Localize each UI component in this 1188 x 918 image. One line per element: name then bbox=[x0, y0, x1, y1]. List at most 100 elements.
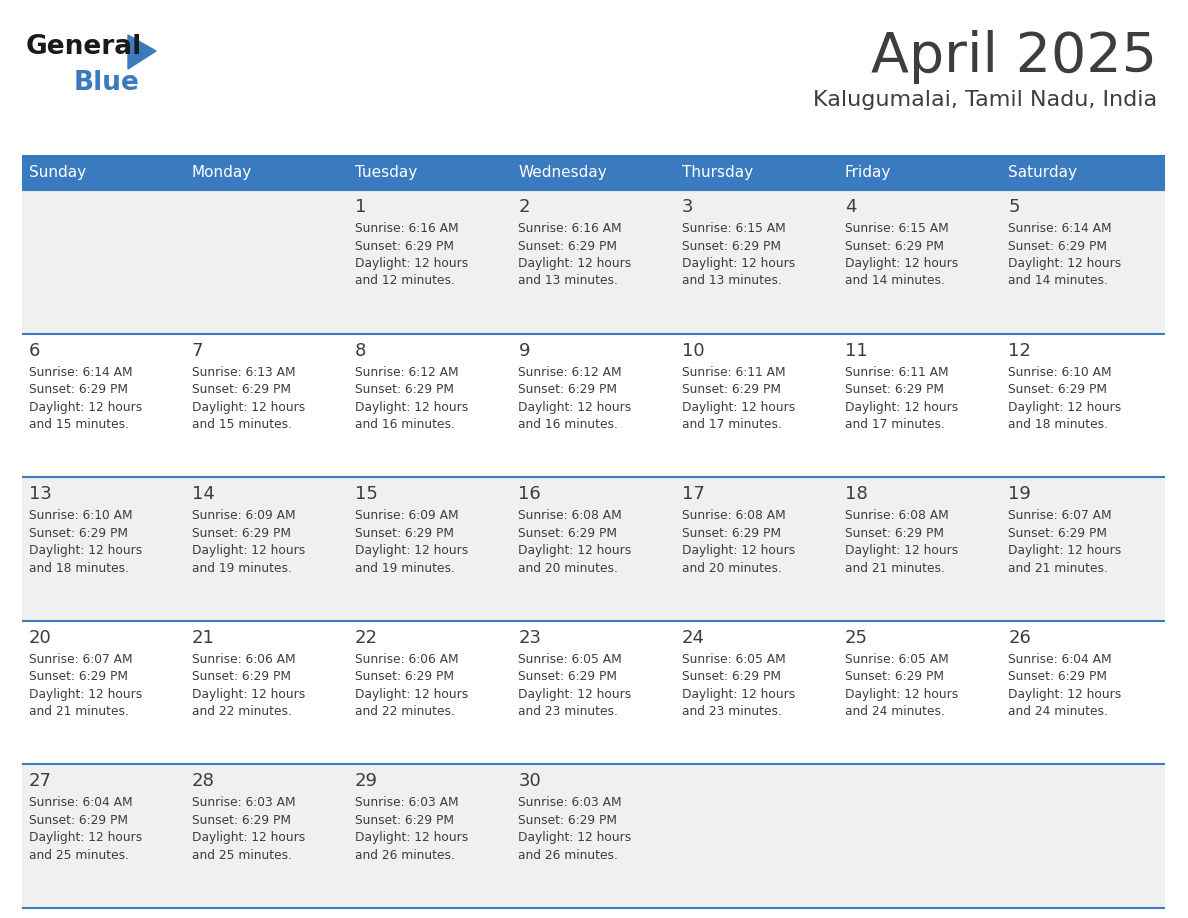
Text: Sunset: 6:29 PM: Sunset: 6:29 PM bbox=[355, 383, 454, 396]
Text: Sunset: 6:29 PM: Sunset: 6:29 PM bbox=[29, 383, 127, 396]
Text: and 15 minutes.: and 15 minutes. bbox=[191, 418, 292, 431]
Text: Sunset: 6:29 PM: Sunset: 6:29 PM bbox=[518, 670, 618, 683]
Text: 14: 14 bbox=[191, 486, 215, 503]
Text: and 23 minutes.: and 23 minutes. bbox=[518, 705, 618, 718]
Text: Tuesday: Tuesday bbox=[355, 165, 417, 180]
Text: Sunrise: 6:10 AM: Sunrise: 6:10 AM bbox=[29, 509, 132, 522]
Text: Wednesday: Wednesday bbox=[518, 165, 607, 180]
Text: 25: 25 bbox=[845, 629, 868, 647]
Text: 4: 4 bbox=[845, 198, 857, 216]
Text: Daylight: 12 hours: Daylight: 12 hours bbox=[355, 400, 468, 414]
Text: Saturday: Saturday bbox=[1009, 165, 1078, 180]
Text: Daylight: 12 hours: Daylight: 12 hours bbox=[29, 688, 141, 700]
Text: Sunset: 6:29 PM: Sunset: 6:29 PM bbox=[682, 527, 781, 540]
Text: Sunrise: 6:14 AM: Sunrise: 6:14 AM bbox=[29, 365, 132, 378]
Text: Daylight: 12 hours: Daylight: 12 hours bbox=[355, 832, 468, 845]
Text: 8: 8 bbox=[355, 341, 366, 360]
Text: Daylight: 12 hours: Daylight: 12 hours bbox=[1009, 688, 1121, 700]
Text: 23: 23 bbox=[518, 629, 542, 647]
Text: Daylight: 12 hours: Daylight: 12 hours bbox=[845, 400, 959, 414]
Text: Daylight: 12 hours: Daylight: 12 hours bbox=[191, 832, 305, 845]
Text: Monday: Monday bbox=[191, 165, 252, 180]
Text: Sunrise: 6:06 AM: Sunrise: 6:06 AM bbox=[191, 653, 296, 666]
Bar bbox=[23, 477, 1165, 621]
Text: Sunset: 6:29 PM: Sunset: 6:29 PM bbox=[355, 240, 454, 252]
Text: Sunset: 6:29 PM: Sunset: 6:29 PM bbox=[682, 383, 781, 396]
Text: Sunrise: 6:05 AM: Sunrise: 6:05 AM bbox=[518, 653, 623, 666]
Text: Sunrise: 6:16 AM: Sunrise: 6:16 AM bbox=[355, 222, 459, 235]
Text: Daylight: 12 hours: Daylight: 12 hours bbox=[518, 832, 632, 845]
Text: Sunset: 6:29 PM: Sunset: 6:29 PM bbox=[845, 670, 944, 683]
Text: and 25 minutes.: and 25 minutes. bbox=[29, 849, 128, 862]
Text: 12: 12 bbox=[1009, 341, 1031, 360]
Text: and 22 minutes.: and 22 minutes. bbox=[191, 705, 292, 718]
Text: Sunrise: 6:04 AM: Sunrise: 6:04 AM bbox=[29, 797, 132, 810]
Text: Sunrise: 6:16 AM: Sunrise: 6:16 AM bbox=[518, 222, 623, 235]
Text: Sunrise: 6:15 AM: Sunrise: 6:15 AM bbox=[682, 222, 785, 235]
Text: 16: 16 bbox=[518, 486, 542, 503]
Text: and 21 minutes.: and 21 minutes. bbox=[29, 705, 128, 718]
Text: 15: 15 bbox=[355, 486, 378, 503]
Text: and 14 minutes.: and 14 minutes. bbox=[1009, 274, 1108, 287]
Text: and 19 minutes.: and 19 minutes. bbox=[191, 562, 292, 575]
Bar bbox=[23, 333, 1165, 477]
Text: Friday: Friday bbox=[845, 165, 891, 180]
Text: Sunset: 6:29 PM: Sunset: 6:29 PM bbox=[355, 670, 454, 683]
Text: Sunrise: 6:03 AM: Sunrise: 6:03 AM bbox=[518, 797, 623, 810]
Text: Sunrise: 6:13 AM: Sunrise: 6:13 AM bbox=[191, 365, 296, 378]
Text: Sunrise: 6:08 AM: Sunrise: 6:08 AM bbox=[518, 509, 623, 522]
Text: 18: 18 bbox=[845, 486, 867, 503]
Text: Sunset: 6:29 PM: Sunset: 6:29 PM bbox=[1009, 383, 1107, 396]
Text: and 16 minutes.: and 16 minutes. bbox=[355, 418, 455, 431]
Text: Sunset: 6:29 PM: Sunset: 6:29 PM bbox=[518, 527, 618, 540]
Text: Blue: Blue bbox=[74, 70, 140, 96]
Text: Sunset: 6:29 PM: Sunset: 6:29 PM bbox=[191, 670, 291, 683]
Text: Thursday: Thursday bbox=[682, 165, 753, 180]
Text: and 21 minutes.: and 21 minutes. bbox=[845, 562, 944, 575]
Text: Daylight: 12 hours: Daylight: 12 hours bbox=[355, 688, 468, 700]
Text: 17: 17 bbox=[682, 486, 704, 503]
Text: Sunset: 6:29 PM: Sunset: 6:29 PM bbox=[1009, 240, 1107, 252]
Text: and 26 minutes.: and 26 minutes. bbox=[355, 849, 455, 862]
Text: Sunset: 6:29 PM: Sunset: 6:29 PM bbox=[682, 240, 781, 252]
Text: and 25 minutes.: and 25 minutes. bbox=[191, 849, 292, 862]
Text: 20: 20 bbox=[29, 629, 51, 647]
Text: Sunset: 6:29 PM: Sunset: 6:29 PM bbox=[1009, 527, 1107, 540]
Text: Daylight: 12 hours: Daylight: 12 hours bbox=[518, 400, 632, 414]
Text: Daylight: 12 hours: Daylight: 12 hours bbox=[355, 544, 468, 557]
Text: Sunrise: 6:09 AM: Sunrise: 6:09 AM bbox=[355, 509, 459, 522]
Text: Sunrise: 6:09 AM: Sunrise: 6:09 AM bbox=[191, 509, 296, 522]
Text: Daylight: 12 hours: Daylight: 12 hours bbox=[191, 688, 305, 700]
Text: 1: 1 bbox=[355, 198, 366, 216]
Text: Sunrise: 6:14 AM: Sunrise: 6:14 AM bbox=[1009, 222, 1112, 235]
Text: 10: 10 bbox=[682, 341, 704, 360]
Text: and 17 minutes.: and 17 minutes. bbox=[845, 418, 944, 431]
Text: and 17 minutes.: and 17 minutes. bbox=[682, 418, 782, 431]
Text: and 19 minutes.: and 19 minutes. bbox=[355, 562, 455, 575]
Text: and 21 minutes.: and 21 minutes. bbox=[1009, 562, 1108, 575]
Text: Daylight: 12 hours: Daylight: 12 hours bbox=[845, 257, 959, 270]
Text: and 20 minutes.: and 20 minutes. bbox=[518, 562, 618, 575]
Text: Sunset: 6:29 PM: Sunset: 6:29 PM bbox=[518, 240, 618, 252]
Text: Sunset: 6:29 PM: Sunset: 6:29 PM bbox=[518, 814, 618, 827]
Text: Sunset: 6:29 PM: Sunset: 6:29 PM bbox=[845, 383, 944, 396]
Text: Daylight: 12 hours: Daylight: 12 hours bbox=[682, 544, 795, 557]
Text: Sunset: 6:29 PM: Sunset: 6:29 PM bbox=[191, 383, 291, 396]
Text: 26: 26 bbox=[1009, 629, 1031, 647]
Bar bbox=[23, 155, 1165, 190]
Text: Sunset: 6:29 PM: Sunset: 6:29 PM bbox=[191, 527, 291, 540]
Text: Sunrise: 6:05 AM: Sunrise: 6:05 AM bbox=[845, 653, 949, 666]
Text: Sunrise: 6:08 AM: Sunrise: 6:08 AM bbox=[845, 509, 949, 522]
Text: Sunrise: 6:12 AM: Sunrise: 6:12 AM bbox=[518, 365, 623, 378]
Text: Daylight: 12 hours: Daylight: 12 hours bbox=[682, 257, 795, 270]
Text: April 2025: April 2025 bbox=[871, 30, 1157, 84]
Text: Sunset: 6:29 PM: Sunset: 6:29 PM bbox=[1009, 670, 1107, 683]
Text: Sunrise: 6:03 AM: Sunrise: 6:03 AM bbox=[191, 797, 296, 810]
Text: Daylight: 12 hours: Daylight: 12 hours bbox=[1009, 257, 1121, 270]
Text: and 16 minutes.: and 16 minutes. bbox=[518, 418, 618, 431]
Text: Daylight: 12 hours: Daylight: 12 hours bbox=[355, 257, 468, 270]
Text: and 14 minutes.: and 14 minutes. bbox=[845, 274, 944, 287]
Text: Daylight: 12 hours: Daylight: 12 hours bbox=[845, 688, 959, 700]
Text: Sunrise: 6:15 AM: Sunrise: 6:15 AM bbox=[845, 222, 949, 235]
Text: 13: 13 bbox=[29, 486, 51, 503]
